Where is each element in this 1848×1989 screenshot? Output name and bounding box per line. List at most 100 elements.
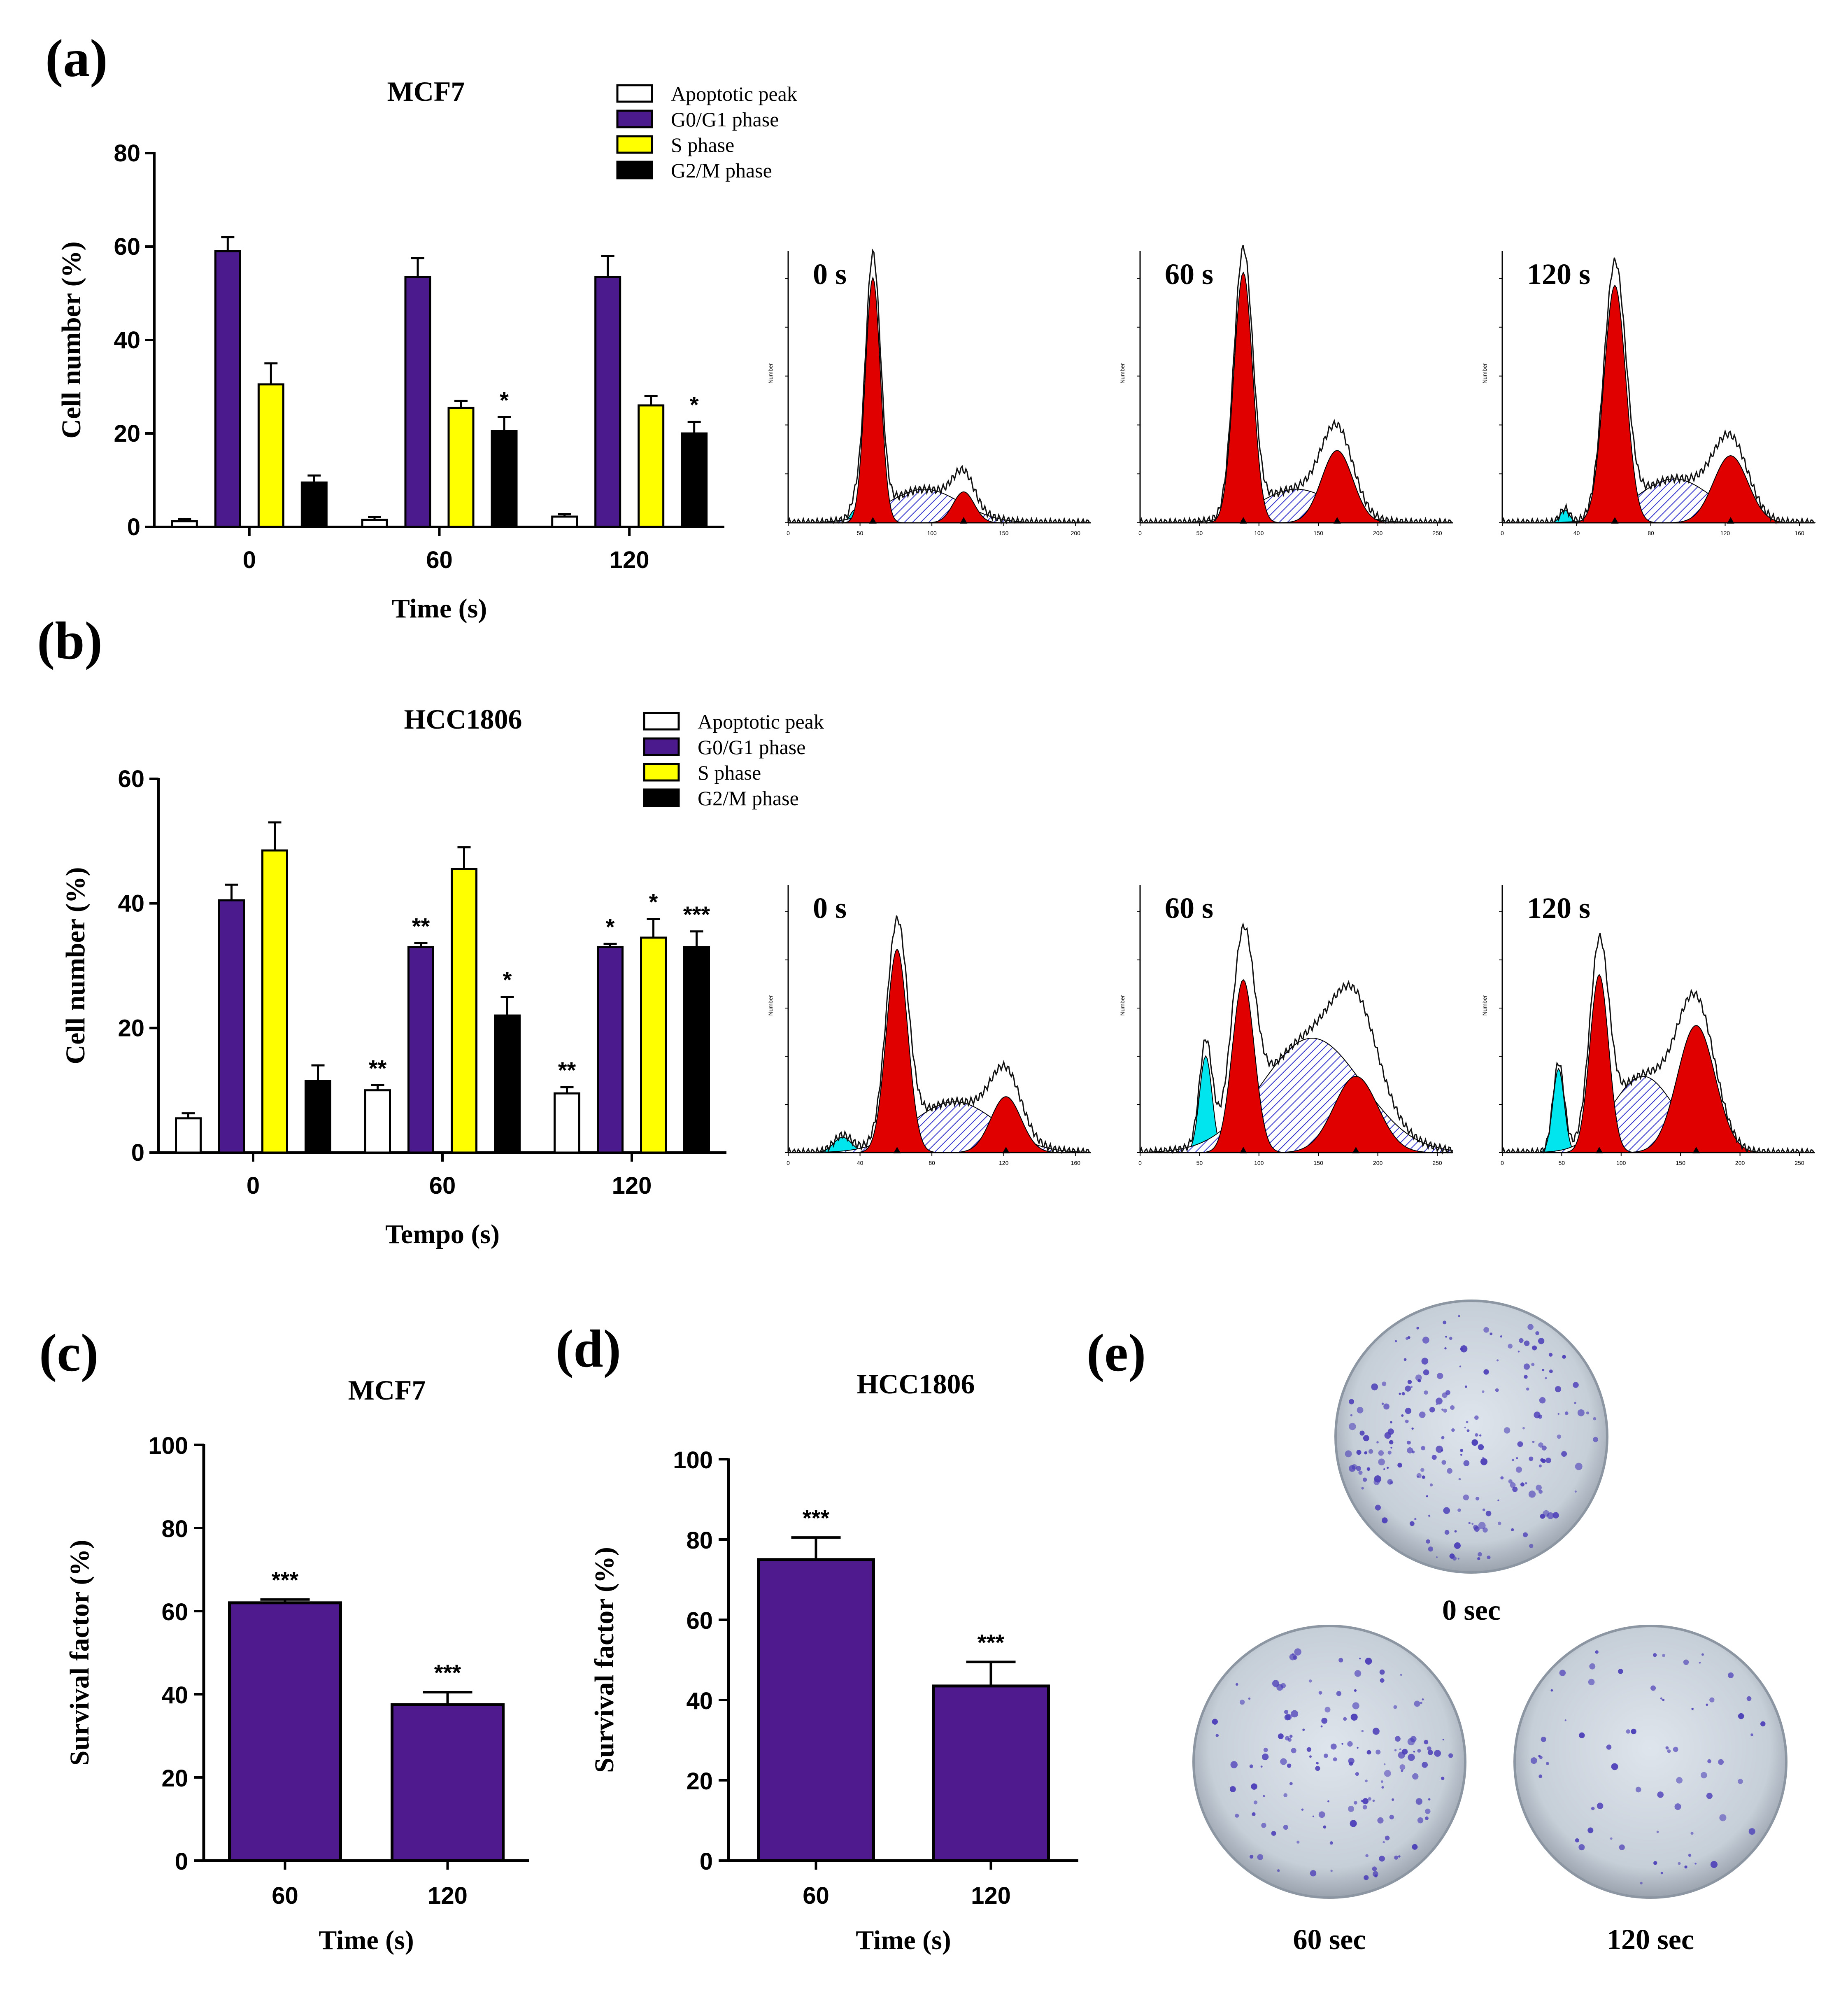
colony <box>1351 1464 1357 1470</box>
bar <box>257 383 284 528</box>
colony <box>1262 1795 1265 1798</box>
colony <box>1445 1335 1447 1338</box>
colony <box>1348 1758 1355 1764</box>
colony <box>1707 1759 1711 1763</box>
colony <box>1361 1487 1364 1490</box>
colony <box>1482 1456 1485 1459</box>
x-tick-label: 60 <box>272 1882 298 1909</box>
hist-peak-marker <box>1002 1147 1010 1153</box>
colony <box>1504 1427 1511 1434</box>
x-tick-label: 60 <box>426 547 453 573</box>
colony <box>1280 1683 1286 1689</box>
colony <box>1480 1458 1488 1465</box>
bar <box>554 1092 580 1154</box>
bar <box>305 1080 331 1154</box>
hist-y-axis-label: Number <box>1119 363 1126 384</box>
colony <box>1475 1433 1478 1437</box>
legend-label: G2/M phase <box>671 159 772 182</box>
colony <box>1442 1739 1444 1741</box>
y-axis-label: Cell number (%) <box>56 241 86 438</box>
colony <box>1482 1390 1485 1393</box>
colony <box>1405 1386 1411 1392</box>
colony <box>1429 1407 1435 1413</box>
petri-dish-2: 120 sec <box>1513 1625 1787 1956</box>
flow-histogram-60s: 0 50 100 150 200 250 Number 60 s <box>1119 885 1453 1166</box>
colony <box>1640 1882 1643 1884</box>
colony <box>1546 1762 1549 1765</box>
colony <box>1382 1381 1387 1386</box>
x-tick-label: 60 <box>429 1172 456 1199</box>
y-tick-label: 100 <box>148 1432 188 1459</box>
colony <box>1673 1747 1678 1752</box>
x-tick-label: 120 <box>610 547 649 573</box>
y-tick-label: 60 <box>161 1599 188 1626</box>
colony <box>1415 1798 1422 1805</box>
colony <box>1387 1451 1392 1455</box>
colony <box>1589 1663 1596 1670</box>
colony <box>1215 1734 1219 1737</box>
legend-label: Apoptotic peak <box>698 710 824 733</box>
flow-histogram-0s: 0 50 100 150 200 Number 0 s <box>767 249 1091 536</box>
colony <box>1662 1698 1665 1701</box>
petri-dish <box>1192 1625 1466 1899</box>
hist-x-tick-label: 0 <box>787 1160 790 1166</box>
colony <box>1327 1800 1329 1803</box>
colony <box>1529 1544 1534 1548</box>
colony <box>1477 1557 1480 1560</box>
colony <box>1557 1413 1559 1415</box>
colony <box>1562 1355 1566 1359</box>
colony <box>1511 1458 1514 1461</box>
colony <box>1545 1457 1551 1463</box>
hist-peak-marker <box>1727 517 1734 524</box>
colony <box>1363 1435 1369 1442</box>
colony <box>1574 1402 1576 1404</box>
colony <box>1428 1546 1434 1552</box>
petri-dish <box>1513 1625 1787 1899</box>
plate-label: 120 sec <box>1607 1924 1694 1956</box>
colony <box>1485 1510 1492 1516</box>
colony <box>1384 1770 1391 1777</box>
colony <box>1361 1799 1363 1802</box>
colony <box>1253 1800 1258 1805</box>
panel-letter-c: (c) <box>39 1323 98 1383</box>
colony <box>1559 1670 1566 1676</box>
colony <box>1397 1463 1402 1468</box>
hist-raw-envelope <box>1139 922 1453 1155</box>
hist-x-tick-label: 100 <box>1254 1160 1264 1166</box>
colony <box>1362 1477 1367 1482</box>
flow-histogram-60s: 0 50 100 150 200 250 Number 60 s <box>1119 245 1453 536</box>
colony <box>1535 1331 1539 1335</box>
colony <box>1427 1746 1431 1751</box>
colony <box>1448 1753 1453 1758</box>
colony <box>1350 1414 1353 1416</box>
colony <box>1371 1383 1378 1390</box>
colony <box>1523 1363 1530 1370</box>
colony <box>1289 1654 1296 1661</box>
colony <box>1376 1749 1381 1755</box>
colony <box>1530 1757 1537 1764</box>
colony <box>1324 1707 1331 1713</box>
hist-x-tick-label: 50 <box>857 530 863 536</box>
colony <box>1450 1405 1455 1410</box>
chart-title: MCF7 <box>348 1374 426 1406</box>
colony <box>1408 1754 1415 1761</box>
colony <box>1250 1855 1254 1859</box>
colony <box>1394 1749 1397 1751</box>
colony <box>1652 1653 1657 1657</box>
colony <box>1540 1514 1545 1519</box>
colony <box>1291 1748 1296 1754</box>
colony <box>1495 1388 1499 1392</box>
legend-label: S phase <box>671 133 734 156</box>
colony <box>1471 1523 1474 1525</box>
colony <box>1683 1659 1689 1665</box>
colony <box>1760 1721 1766 1727</box>
colony <box>1538 1338 1545 1344</box>
colony <box>1728 1672 1734 1678</box>
colony <box>1338 1658 1343 1663</box>
hist-g0g1-peak <box>788 276 1091 523</box>
colony <box>1356 1466 1361 1471</box>
y-tick-label: 40 <box>114 327 140 354</box>
hist-time-label: 120 s <box>1527 892 1590 925</box>
